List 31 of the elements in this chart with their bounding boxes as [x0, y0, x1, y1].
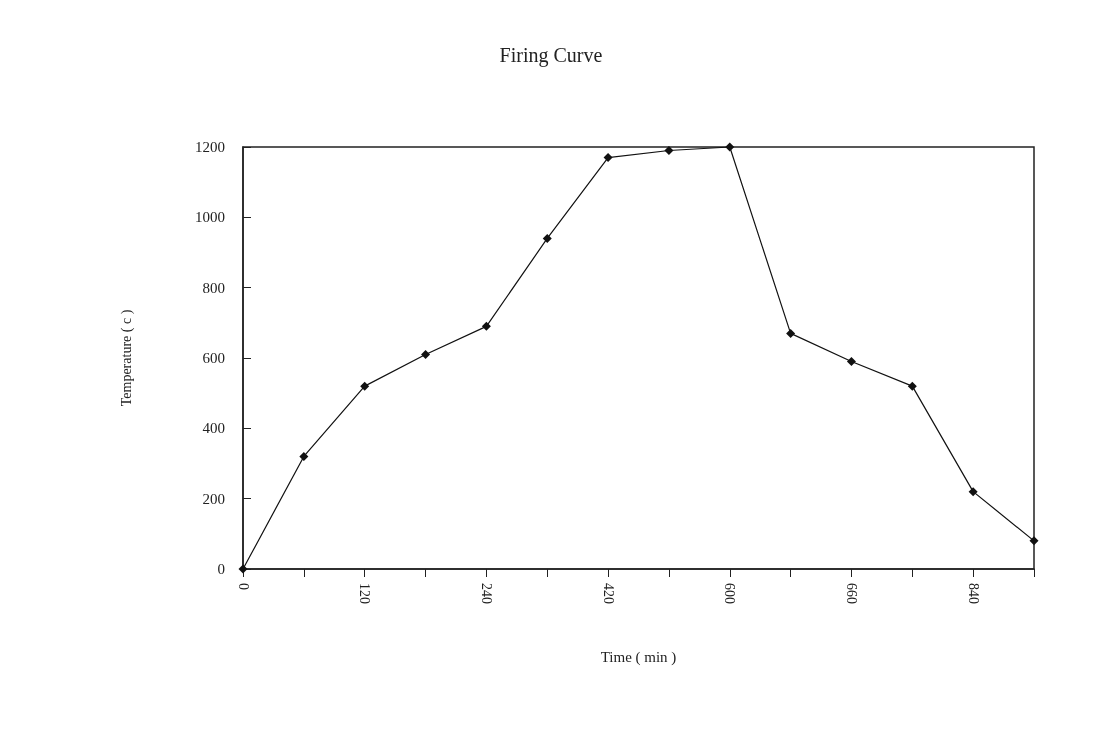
x-tick-label: 420: [600, 583, 616, 604]
point: [238, 564, 248, 574]
point: [481, 321, 491, 331]
point: [968, 487, 978, 497]
point: [360, 381, 370, 391]
x-tick-label: 240: [478, 583, 494, 604]
x-tick-label: 600: [722, 583, 738, 604]
x-tick-label: 660: [843, 583, 859, 604]
x-tick-label: 840: [965, 583, 981, 604]
point: [907, 381, 917, 391]
y-tick-label: 0: [217, 561, 225, 577]
point: [542, 233, 552, 243]
point: [299, 451, 309, 461]
point: [664, 146, 674, 156]
point: [786, 328, 796, 338]
y-tick-label: 1200: [195, 139, 225, 155]
point: [1029, 536, 1039, 546]
y-tick-label: 200: [202, 490, 225, 507]
point: [603, 153, 613, 163]
x-tick-label: 120: [357, 583, 373, 604]
point: [846, 357, 856, 367]
chart-title: Firing Curve: [499, 44, 603, 67]
x-axis-title: Time ( min ): [600, 648, 677, 666]
y-tick-label: 600: [202, 350, 225, 366]
y-tick-label: 800: [202, 279, 225, 296]
point: [725, 142, 735, 152]
x-tick-label: 0: [235, 583, 251, 590]
point: [421, 349, 431, 359]
y-tick-label: 400: [202, 420, 225, 437]
y-tick-label: 1000: [195, 209, 225, 226]
y-axis-title: Temperature ( c ): [118, 309, 135, 407]
